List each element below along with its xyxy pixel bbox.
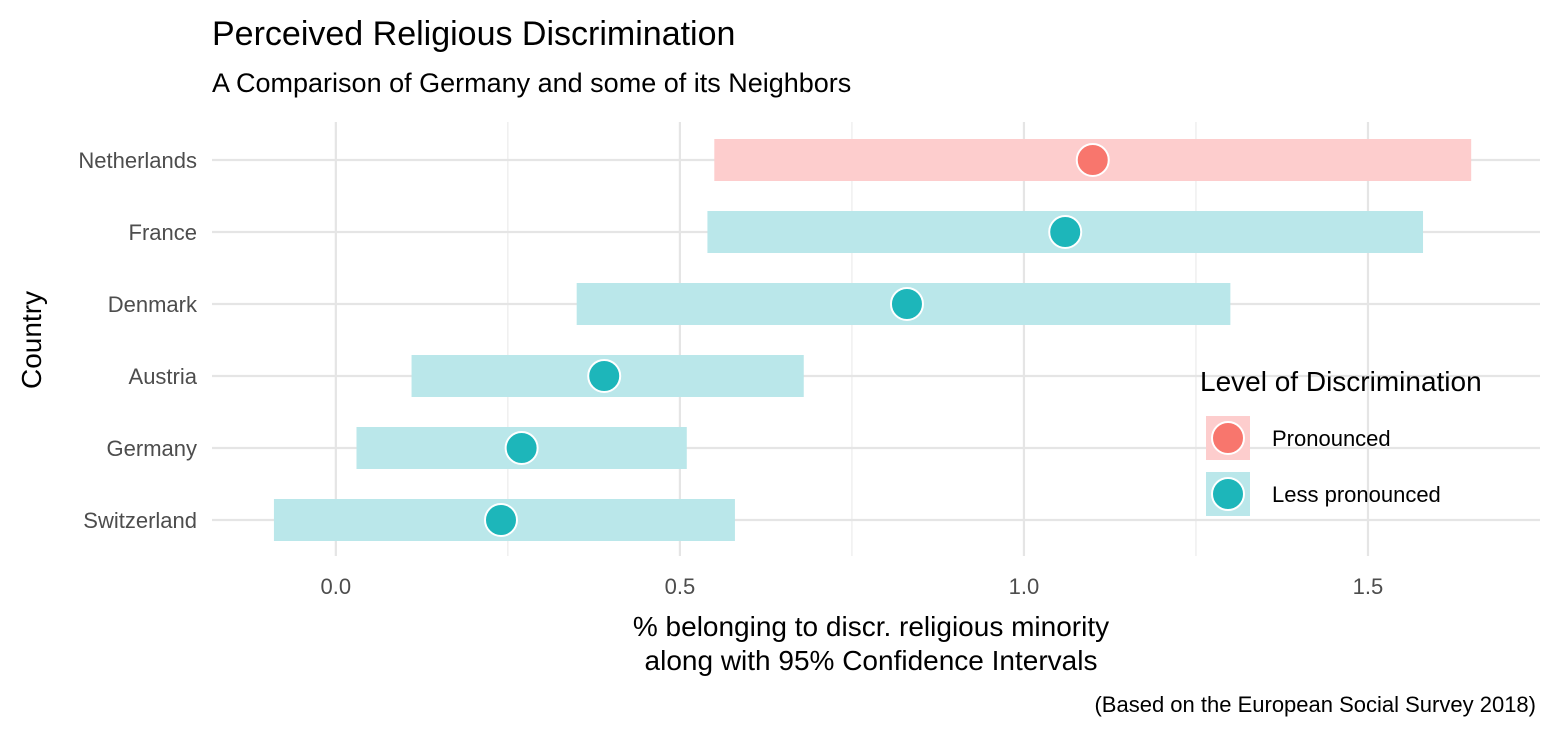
y-tick-label: Austria [129,364,198,389]
legend-key-point [1211,421,1245,455]
estimate-point [889,287,924,321]
legend-title: Level of Discrimination [1200,366,1482,397]
x-tick-label: 0.0 [321,574,352,599]
legend-key-point [1211,477,1245,511]
y-axis-title: Country [16,291,47,389]
y-tick-label: Netherlands [78,148,197,173]
confidence-intervals [273,139,1472,541]
chart-subtitle: A Comparison of Germany and some of its … [212,68,851,98]
x-tick-label: 0.5 [665,574,696,599]
axes: 0.0 0.5 1.0 1.5 Netherlands France Denmark Aust… [78,148,1383,599]
legend: Level of Discrimination Pronounced Less p… [1200,366,1482,516]
y-tick-label: Switzerland [83,508,197,533]
estimate-point [483,503,518,537]
y-tick-label: France [129,220,197,245]
chart-caption: (Based on the European Social Survey 201… [1094,692,1536,717]
x-tick-label: 1.5 [1353,574,1384,599]
legend-label: Pronounced [1272,426,1391,451]
legend-label: Less pronounced [1272,482,1441,507]
chart-title: Perceived Religious Discrimination [212,15,735,53]
estimate-point [1075,143,1110,177]
estimate-point [1048,215,1083,249]
y-tick-label: Denmark [108,292,198,317]
estimate-point [504,431,539,465]
estimate-point [587,359,622,393]
x-tick-label: 1.0 [1009,574,1040,599]
y-tick-label: Germany [107,436,197,461]
estimate-points [483,143,1110,537]
x-axis-title-line-1: % belonging to discr. religious minority [633,611,1109,642]
x-axis-title-line-2: along with 95% Confidence Intervals [645,645,1098,676]
